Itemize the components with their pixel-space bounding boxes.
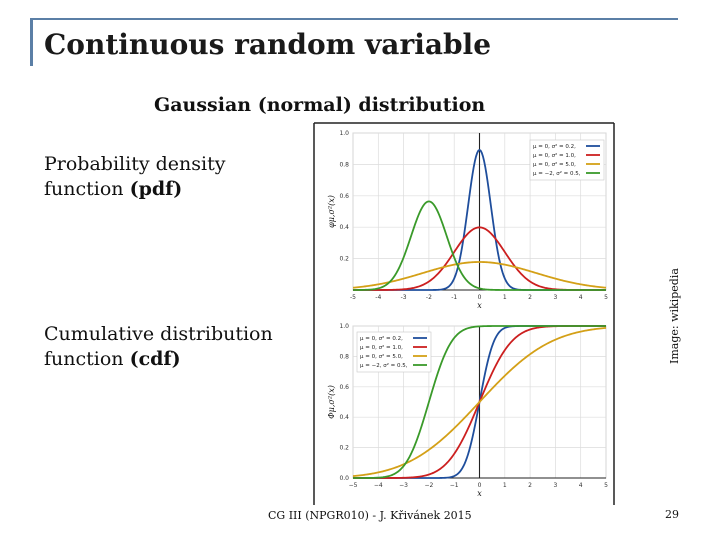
pdf-legend-label: μ = 0, σ² = 5.0,: [533, 161, 576, 168]
cdf-legend-label: μ = 0, σ² = 1.0,: [360, 344, 403, 351]
pdf-x-tick-label: 1: [503, 294, 507, 301]
pdf-label-line1: Probability density: [44, 153, 226, 175]
cdf-legend-label: μ = −2, σ² = 0.5,: [360, 362, 408, 369]
pdf-series-line-2: [352, 261, 607, 289]
cdf-legend-label: μ = 0, σ² = 5.0,: [360, 353, 403, 360]
cdf-label-abbr: (cdf): [129, 348, 181, 370]
pdf-x-tick-label: -5: [350, 294, 356, 301]
cdf-series-line-2: [352, 327, 607, 477]
cdf-x-tick-label: −3: [399, 482, 408, 489]
pdf-y-tick-label: 0.8: [339, 161, 349, 168]
pdf-series-line-3: [353, 200, 606, 291]
pdf-legend-label: μ = 0, σ² = 1.0,: [533, 152, 576, 159]
title-rule-top: [30, 18, 678, 20]
cdf-x-tick-label: 4: [579, 482, 583, 489]
cdf-y-tick-label: 0.8: [339, 353, 349, 360]
pdf-x-tick-label: -3: [401, 294, 407, 301]
cdf-x-tick-label: 5: [604, 482, 608, 489]
pdf-plot: -5 -4 -3 -2 -1 0 1 2 3 4 5 0.2 0.4 0.6 0.8 1.0 x φμ,σ²(x)…: [327, 130, 608, 310]
pdf-label-line2: function (pdf): [44, 177, 225, 202]
cdf-y-tick-label: 0.4: [339, 414, 349, 421]
cdf-y-tick-label: 1.0: [339, 323, 349, 330]
pdf-y-tick-label: 0.4: [339, 224, 349, 231]
cdf-legend-label: μ = 0, σ² = 0.2,: [360, 335, 403, 342]
cdf-series-line-3: [353, 325, 606, 479]
title-rule-left: [30, 18, 33, 66]
footer-text: CG III (NPGR010) - J. Křivánek 2015: [268, 509, 472, 522]
cdf-y-tick-label: 0.6: [339, 384, 349, 391]
cdf-x-axis-label: x: [477, 489, 482, 498]
pdf-x-tick-label: 3: [553, 294, 557, 301]
slide-title: Continuous random variable: [44, 28, 492, 61]
pdf-y-axis-label: φμ,σ²(x): [327, 195, 336, 228]
cdf-x-tick-label: −2: [424, 482, 433, 489]
cdf-label-line1: Cumulative distribution: [44, 323, 273, 345]
pdf-x-tick-label: -4: [375, 294, 381, 301]
cdf-x-tick-label: 2: [528, 482, 532, 489]
cdf-label: Cumulative distribution function (cdf): [44, 322, 273, 372]
cdf-plot: −5 −4 −3 −2 −1 0 1 2 3 4 5 0.0 0.2 0.4 0.6 0.8 1.0 x Φμ,σ²…: [327, 323, 608, 498]
cdf-label-line2: function (cdf): [44, 347, 273, 372]
pdf-x-tick-label: -2: [426, 294, 432, 301]
pdf-legend-label: μ = 0, σ² = 0.2,: [533, 143, 576, 150]
cdf-label-prefix: function: [44, 348, 130, 370]
pdf-x-tick-label: 4: [579, 294, 583, 301]
page-number: 29: [665, 508, 679, 521]
pdf-x-tick-label: 2: [528, 294, 532, 301]
cdf-x-tick-label: −1: [450, 482, 459, 489]
cdf-x-tick-label: −5: [349, 482, 358, 489]
title-frame: [30, 18, 678, 66]
slide-subtitle: Gaussian (normal) distribution: [154, 94, 486, 116]
cdf-y-axis-label: Φμ,σ²(x): [327, 385, 336, 419]
image-credit: Image: wikipedia: [668, 268, 681, 364]
cdf-x-tick-label: 0: [478, 482, 482, 489]
cdf-x-tick-label: 3: [553, 482, 557, 489]
pdf-x-tick-label: 0: [478, 294, 482, 301]
cdf-y-tick-label: 0.0: [339, 475, 349, 482]
pdf-label-abbr: (pdf): [129, 178, 183, 200]
pdf-x-tick-label: 5: [604, 294, 608, 301]
pdf-label-prefix: function: [44, 178, 130, 200]
pdf-x-axis-label: x: [477, 301, 482, 310]
pdf-y-tick-label: 0.2: [339, 256, 349, 263]
pdf-x-tick-label: -1: [451, 294, 457, 301]
pdf-label: Probability density function (pdf): [44, 152, 225, 202]
cdf-y-tick-label: 0.2: [339, 445, 349, 452]
pdf-y-tick-label: 0.6: [339, 193, 349, 200]
cdf-x-tick-label: −4: [374, 482, 383, 489]
cdf-x-tick-label: 1: [503, 482, 507, 489]
pdf-legend-label: μ = −2, σ² = 0.5,: [533, 170, 581, 177]
pdf-y-tick-label: 1.0: [339, 130, 349, 137]
